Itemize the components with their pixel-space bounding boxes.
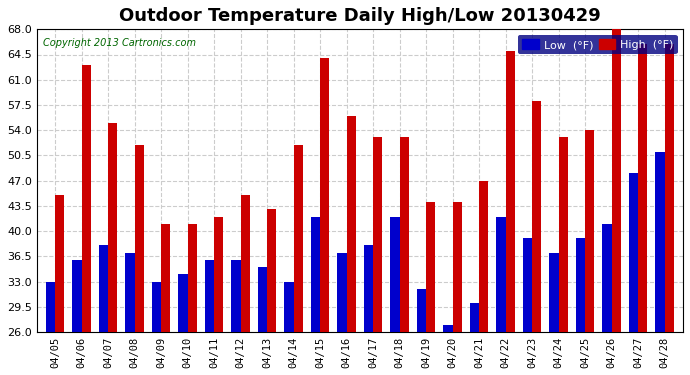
Bar [311, 217, 320, 375]
Bar [496, 217, 506, 375]
Bar [364, 246, 373, 375]
Bar [346, 116, 356, 375]
Bar [373, 137, 382, 375]
Bar [611, 29, 621, 375]
Bar [231, 260, 241, 375]
Bar [294, 145, 303, 375]
Bar [417, 289, 426, 375]
Bar [72, 260, 81, 375]
Title: Outdoor Temperature Daily High/Low 20130429: Outdoor Temperature Daily High/Low 20130… [119, 7, 601, 25]
Bar [426, 202, 435, 375]
Bar [470, 303, 479, 375]
Bar [188, 224, 197, 375]
Bar [479, 181, 489, 375]
Text: Copyright 2013 Cartronics.com: Copyright 2013 Cartronics.com [43, 38, 196, 48]
Bar [523, 238, 532, 375]
Bar [126, 253, 135, 375]
Bar [638, 44, 647, 375]
Bar [558, 137, 568, 375]
Bar [284, 282, 294, 375]
Bar [664, 44, 673, 375]
Bar [400, 137, 409, 375]
Bar [152, 282, 161, 375]
Bar [585, 130, 594, 375]
Bar [320, 58, 329, 375]
Bar [108, 123, 117, 375]
Bar [443, 325, 453, 375]
Bar [214, 217, 224, 375]
Bar [46, 282, 55, 375]
Bar [241, 195, 250, 375]
Bar [81, 65, 91, 375]
Bar [267, 209, 277, 375]
Bar [629, 173, 638, 375]
Bar [506, 51, 515, 375]
Legend: Low  (°F), High  (°F): Low (°F), High (°F) [518, 35, 678, 54]
Bar [179, 274, 188, 375]
Bar [337, 253, 346, 375]
Bar [55, 195, 64, 375]
Bar [205, 260, 214, 375]
Bar [99, 246, 108, 375]
Bar [602, 224, 611, 375]
Bar [258, 267, 267, 375]
Bar [656, 152, 664, 375]
Bar [135, 145, 144, 375]
Bar [453, 202, 462, 375]
Bar [532, 101, 542, 375]
Bar [161, 224, 170, 375]
Bar [549, 253, 558, 375]
Bar [575, 238, 585, 375]
Bar [391, 217, 400, 375]
